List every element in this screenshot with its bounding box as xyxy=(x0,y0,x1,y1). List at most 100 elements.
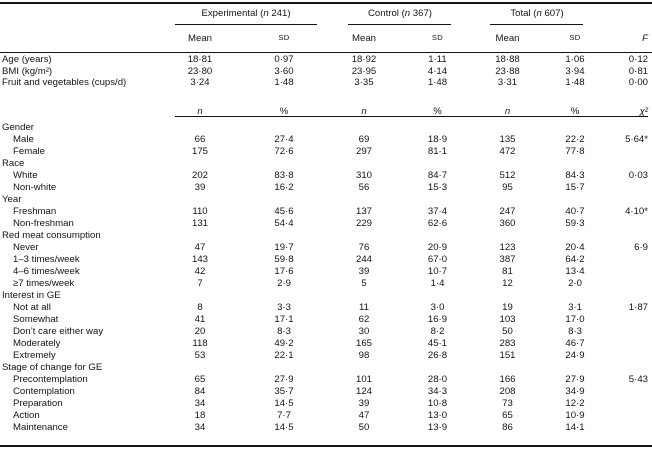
section-label: Fruit and vegetables (cups/d) xyxy=(2,77,127,88)
value-cell: 1·48 xyxy=(274,77,294,88)
value-cell: 20·9 xyxy=(427,241,448,253)
value-cell xyxy=(608,362,652,374)
row-label: Never xyxy=(13,241,39,253)
table-row: Somewhat 41 17·1 62 16·9 103 17·0 xyxy=(0,314,652,326)
row-label: Male xyxy=(13,133,34,145)
row-label: Precontemplation xyxy=(13,373,88,385)
value-cell: 50 xyxy=(358,421,370,433)
table-row: 1–3 times/week 143 59·8 244 67·0 387 64·2 xyxy=(0,254,652,266)
value-cell: 47 xyxy=(194,241,206,253)
value-cell: 1·87 xyxy=(628,301,648,313)
value-cell: 59·8 xyxy=(274,253,294,265)
value-cell: 3·0 xyxy=(430,301,445,313)
value-cell xyxy=(608,398,652,410)
value-cell: 2·0 xyxy=(568,277,582,289)
value-cell: 4·14 xyxy=(427,65,448,77)
value-cell: 12·2 xyxy=(565,397,585,409)
group-label: Experimental ( xyxy=(201,8,264,19)
value-cell xyxy=(326,230,402,242)
value-cell: 0·97 xyxy=(274,54,294,65)
value-cell: 18·88 xyxy=(495,54,520,65)
mean-row: Age (years) 18·81 0·97 18·92 1·11 18·88 1·06 0·… xyxy=(0,54,652,66)
mean-row: BMI (kg/m²) 23·80 3·60 23·95 4·14 23·88 3·94 0·… xyxy=(0,66,652,78)
row-label: Contemplation xyxy=(13,385,75,397)
value-cell xyxy=(608,338,652,350)
table-row: Preparation 34 14·5 39 10·8 73 12·2 xyxy=(0,398,652,410)
value-cell: 24·9 xyxy=(565,349,585,361)
col-header-sd-control: SD xyxy=(431,33,444,42)
row-label: Somewhat xyxy=(13,313,59,325)
value-cell: 98 xyxy=(358,349,370,361)
header-bottom-rule xyxy=(0,52,652,53)
value-cell xyxy=(542,290,608,302)
control-group-underline xyxy=(348,24,451,25)
value-cell: 23·88 xyxy=(495,65,520,77)
table-row: Male 66 27·4 69 18·9 135 22·2 5·64* xyxy=(0,134,652,146)
value-cell xyxy=(608,158,652,170)
value-cell: 34 xyxy=(194,421,206,433)
stats-table: Age (years) 18·81 0·97 18·92 1·11 18·88 1·06 0·… xyxy=(0,54,652,434)
value-cell xyxy=(473,158,542,170)
value-cell: 8·2 xyxy=(430,325,445,337)
value-cell: 81 xyxy=(502,265,513,277)
value-cell xyxy=(242,194,326,206)
value-cell: 175 xyxy=(191,145,208,157)
group-n-value: 607) xyxy=(541,8,564,19)
value-cell: 22·2 xyxy=(565,133,585,145)
value-cell: 5 xyxy=(361,277,367,289)
section-label: Age (years) xyxy=(2,54,52,65)
value-cell xyxy=(608,146,652,158)
value-cell: 0·81 xyxy=(628,65,648,77)
group-n-value: 241) xyxy=(268,8,291,19)
table-row: Extremely 53 22·1 98 26·8 151 24·9 xyxy=(0,350,652,362)
value-cell: 22·1 xyxy=(274,349,294,361)
value-cell xyxy=(608,266,652,278)
value-cell: 297 xyxy=(355,145,372,157)
group-header-experimental: Experimental (n 241) xyxy=(165,8,327,19)
value-cell xyxy=(608,182,652,194)
value-cell: 19 xyxy=(502,301,513,313)
value-cell: 50 xyxy=(502,325,513,337)
value-cell xyxy=(158,362,242,374)
value-cell: 10·8 xyxy=(427,397,448,409)
col-header-mean-control: Mean xyxy=(352,33,376,44)
col-header-chi-square: χ² xyxy=(639,105,648,117)
value-cell: 0·00 xyxy=(628,77,648,88)
value-cell: 143 xyxy=(191,253,208,265)
value-cell: 3·35 xyxy=(354,77,374,88)
value-cell: 15·3 xyxy=(427,181,448,193)
value-cell: 8·3 xyxy=(568,325,582,337)
value-cell: 151 xyxy=(499,349,516,361)
col-header-n-control: n xyxy=(361,105,367,117)
value-cell xyxy=(402,362,473,374)
value-cell xyxy=(242,362,326,374)
value-cell: 10·7 xyxy=(427,265,448,277)
value-cell xyxy=(242,122,326,134)
value-cell xyxy=(326,122,402,134)
row-label: 4–6 times/week xyxy=(13,265,80,277)
value-cell: 8 xyxy=(197,301,203,313)
top-rule xyxy=(0,2,652,4)
value-cell xyxy=(242,290,326,302)
row-label: ≥7 times/week xyxy=(13,277,75,289)
value-cell: 18·92 xyxy=(351,54,377,65)
table-row: 4–6 times/week 42 17·6 39 10·7 81 13·4 xyxy=(0,266,652,278)
value-cell: 40·7 xyxy=(565,205,585,217)
value-cell: 229 xyxy=(355,217,372,229)
value-cell xyxy=(608,326,652,338)
table-row: Female 175 72·6 297 81·1 472 77·8 xyxy=(0,146,652,158)
value-cell: 3·1 xyxy=(568,301,582,313)
row-label: Not at all xyxy=(13,301,51,313)
value-cell: 86 xyxy=(502,421,513,433)
group-header-control: Control (n 367) xyxy=(338,8,462,19)
section-label: Gender xyxy=(2,121,34,133)
value-cell xyxy=(473,362,542,374)
group-header-total: Total (n 607) xyxy=(480,8,594,19)
value-cell: 3·3 xyxy=(277,301,291,313)
value-cell xyxy=(608,218,652,230)
table-row: Action 18 7·7 47 13·0 65 10·9 xyxy=(0,410,652,422)
value-cell: 26·8 xyxy=(427,349,448,361)
value-cell: 73 xyxy=(502,397,513,409)
n-symbol: n xyxy=(536,8,542,19)
value-cell xyxy=(158,158,242,170)
